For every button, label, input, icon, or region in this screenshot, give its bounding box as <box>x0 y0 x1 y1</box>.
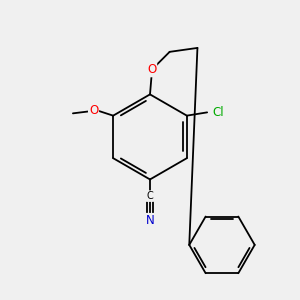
Text: N: N <box>146 214 154 227</box>
Text: C: C <box>147 191 153 201</box>
Text: Cl: Cl <box>212 106 224 119</box>
Text: O: O <box>89 104 98 117</box>
Text: O: O <box>147 63 156 76</box>
